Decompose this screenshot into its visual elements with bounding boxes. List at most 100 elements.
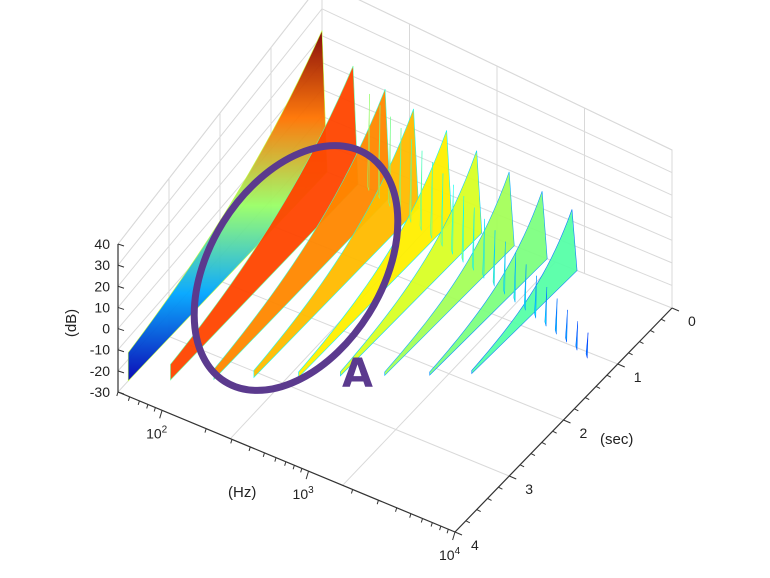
z-tick-label: 10: [94, 299, 110, 315]
surface-spike: [503, 241, 506, 295]
surface-spike: [575, 321, 579, 351]
surface-spike: [544, 287, 548, 327]
z-tick-label: 30: [94, 257, 110, 273]
surface-spike: [377, 105, 381, 199]
surface-spike: [565, 309, 568, 343]
x-tick-mark: [452, 531, 456, 541]
z-tick-label: -10: [90, 342, 110, 358]
x-axis-label: (Hz): [228, 484, 256, 501]
surface-spike: [461, 196, 465, 263]
surface-spike: [534, 275, 537, 319]
surface-spike: [440, 173, 444, 247]
x-tick-mark: [116, 391, 119, 397]
surface-spike: [419, 150, 423, 231]
x-tick-mark: [376, 500, 379, 505]
x-tick-mark: [146, 404, 149, 409]
x-tick-mark: [305, 471, 310, 480]
wall-grid-line: [117, 0, 673, 245]
x-tick-mark: [430, 522, 433, 527]
x-tick-mark: [446, 529, 449, 534]
x-tick-mark: [262, 452, 265, 457]
y-minor-tick: [498, 486, 503, 490]
floor-grid-line: [342, 261, 556, 486]
y-minor-tick: [519, 464, 525, 468]
surface-spike: [492, 230, 496, 287]
y-minor-tick: [476, 509, 481, 513]
z-tick-label: 40: [94, 236, 110, 252]
x-tick-mark: [284, 461, 287, 466]
y-minor-tick: [584, 397, 590, 401]
y-tick-mark: [454, 531, 463, 536]
surface-spike: [472, 207, 475, 271]
y-minor-tick: [541, 441, 547, 445]
surface-ridge: [213, 89, 391, 381]
x-tick-mark: [300, 468, 303, 473]
y-minor-tick: [574, 408, 579, 412]
x-tick-mark: [127, 396, 131, 401]
z-tick-mark: [117, 349, 125, 353]
wall-grid-line: [117, 8, 673, 266]
surface-spike: [585, 332, 589, 359]
z-tick-label: 0: [102, 321, 110, 337]
x-tick-mark: [248, 446, 251, 452]
x-tick-mark: [292, 465, 295, 470]
surface-spike: [513, 252, 517, 303]
z-tick-mark: [117, 391, 125, 395]
y-tick-mark: [563, 419, 571, 424]
z-tick-mark: [117, 306, 125, 310]
x-tick-label: 104: [439, 546, 461, 563]
x-tick-mark: [409, 513, 412, 518]
z-tick-label: 20: [94, 278, 110, 294]
annotation-ellipse: [190, 142, 402, 394]
surface-spike: [430, 162, 433, 239]
x-tick-mark: [137, 400, 140, 406]
surface-spike: [367, 93, 370, 191]
x-tick-mark: [204, 428, 207, 433]
y-tick-label: 2: [580, 425, 588, 441]
y-tick-label: 0: [688, 313, 696, 329]
x-tick-mark: [395, 507, 398, 512]
x-tick-mark: [230, 439, 233, 444]
z-tick-label: -30: [90, 384, 110, 400]
y-minor-tick: [595, 385, 601, 389]
axis-layer: 40 30 20 10 0 -10 -20 -30 102 103 104 0 1 2 3 4: [90, 236, 696, 563]
z-tick-mark: [117, 243, 125, 247]
z-tick-mark: [117, 370, 125, 374]
x-tick-label: 102: [146, 424, 168, 441]
y-minor-tick: [628, 352, 633, 356]
y-tick-mark: [671, 307, 680, 312]
surface-spike: [482, 218, 485, 279]
floor-grid-line: [168, 336, 510, 477]
y-tick-mark: [617, 363, 625, 368]
y-tick-label: 4: [471, 537, 479, 553]
x-tick-mark: [153, 407, 156, 412]
surface-spike: [409, 139, 412, 223]
annotation-label: A: [342, 351, 373, 397]
surface-ridge: [340, 150, 483, 377]
x-tick-mark: [159, 410, 163, 419]
y-tick-label: 3: [525, 481, 533, 497]
surface-layer: [127, 30, 589, 382]
surface-ridge: [298, 130, 453, 379]
z-tick-mark: [117, 328, 125, 332]
y-minor-tick: [552, 430, 557, 434]
y-minor-tick: [606, 374, 612, 378]
x-tick-label: 103: [293, 485, 315, 502]
x-tick-mark: [350, 489, 354, 494]
z-axis-label: (dB): [63, 309, 80, 337]
x-tick-mark: [439, 525, 442, 531]
x-tick-mark: [274, 457, 277, 462]
y-minor-tick: [660, 318, 666, 322]
y-minor-tick: [530, 453, 536, 457]
surface-ridge: [471, 209, 578, 375]
surface-spike: [554, 298, 558, 335]
surface-spike: [523, 264, 527, 311]
y-minor-tick: [465, 520, 471, 524]
surface-ridge: [384, 171, 515, 377]
surface-ridge: [127, 30, 328, 382]
y-minor-tick: [650, 329, 655, 333]
x-tick-mark: [420, 518, 423, 523]
surface-ridge: [429, 191, 548, 376]
